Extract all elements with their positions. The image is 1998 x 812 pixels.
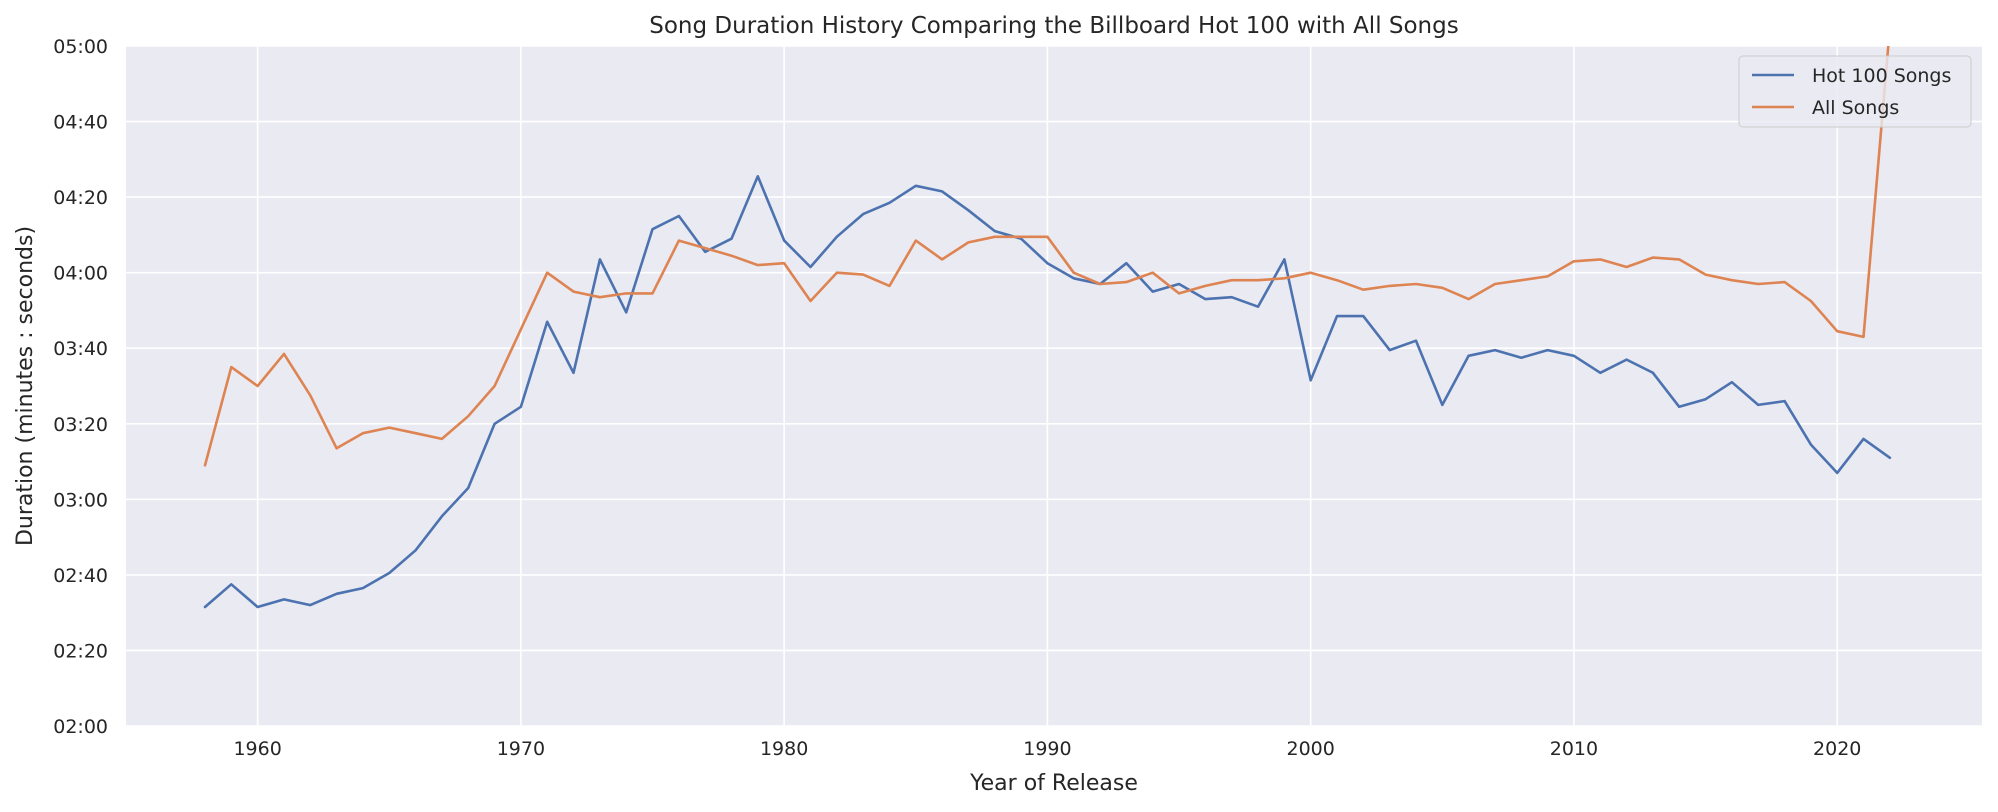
legend-label-allsongs: All Songs bbox=[1812, 97, 1899, 119]
y-tick-label-04-40: 04:40 bbox=[53, 112, 108, 134]
y-tick-label-04-00: 04:00 bbox=[53, 263, 108, 285]
y-tick-label-03-20: 03:20 bbox=[53, 414, 108, 436]
grid-lines bbox=[126, 45, 1982, 727]
y-tick-label-04-20: 04:20 bbox=[53, 187, 108, 209]
y-axis-label: Duration (minutes : seconds) bbox=[13, 226, 38, 546]
series-lines bbox=[203, 46, 1892, 609]
chart-title: Song Duration History Comparing the Bill… bbox=[649, 13, 1458, 39]
series-line-all-songs bbox=[203, 46, 1890, 467]
y-tick-label-03-00: 03:00 bbox=[53, 489, 108, 511]
y-tick-label-05-00: 05:00 bbox=[53, 36, 108, 58]
y-tick-label-02-20: 02:20 bbox=[53, 640, 108, 662]
x-tick-label-2010: 2010 bbox=[1550, 738, 1598, 760]
series-line-hot-100-songs bbox=[203, 175, 1892, 609]
y-tick-label-02-00: 02:00 bbox=[53, 716, 108, 738]
legend: Hot 100 Songs All Songs bbox=[1738, 55, 1972, 128]
tick-labels: 1960 1970 1980 1990 2000 2010 2020 02:00 02:20 02… bbox=[53, 36, 1861, 760]
legend-box bbox=[1738, 55, 1972, 128]
y-tick-label-02-40: 02:40 bbox=[53, 565, 108, 587]
x-tick-label-1980: 1980 bbox=[760, 738, 808, 760]
x-tick-label-1960: 1960 bbox=[233, 738, 281, 760]
x-tick-label-2000: 2000 bbox=[1287, 738, 1335, 760]
x-tick-label-1990: 1990 bbox=[1023, 738, 1071, 760]
x-tick-label-2020: 2020 bbox=[1813, 738, 1861, 760]
plot-background bbox=[126, 46, 1982, 726]
legend-label-hot100: Hot 100 Songs bbox=[1812, 65, 1951, 87]
x-tick-label-1970: 1970 bbox=[497, 738, 545, 760]
x-axis-label: Year of Release bbox=[969, 771, 1138, 796]
y-tick-label-03-40: 03:40 bbox=[53, 338, 108, 360]
